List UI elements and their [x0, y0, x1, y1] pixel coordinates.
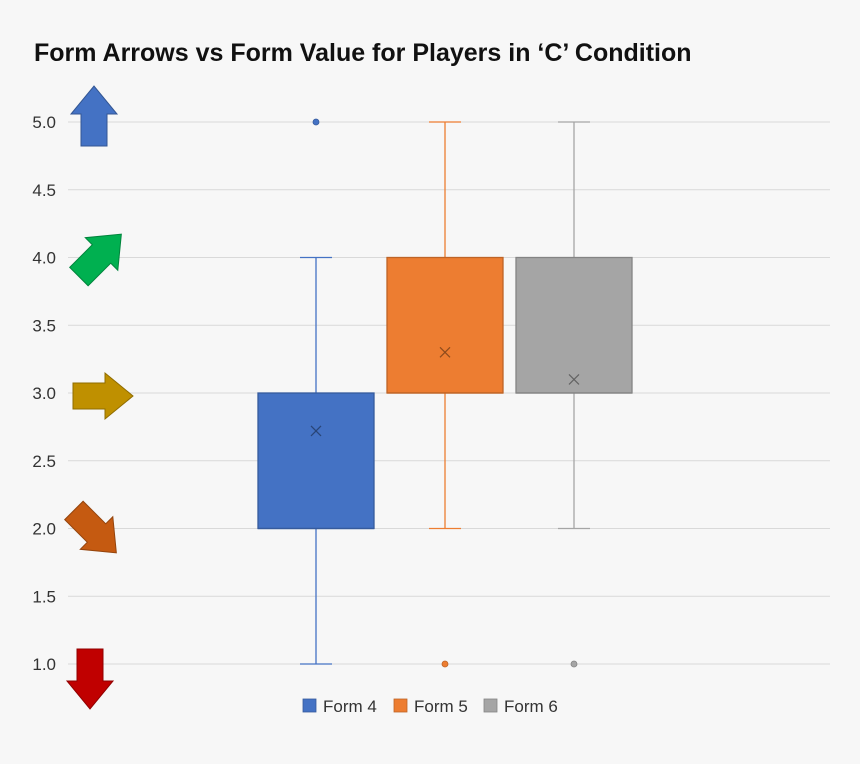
- legend-swatch: [302, 698, 317, 713]
- mean-marker: [568, 374, 580, 385]
- box-series-1: [257, 118, 375, 665]
- outlier-point: [441, 660, 449, 668]
- legend-label: Form 4: [323, 697, 377, 716]
- y-tick-label: 1.0: [32, 655, 56, 674]
- right-arrow-icon: [72, 371, 134, 421]
- box-iqr: [386, 256, 504, 394]
- legend-item-2: Form 5: [393, 697, 468, 716]
- y-axis-ticks: 1.0 1.5 2.0 2.5 3.0 3.5 4.0 4.5 5.0: [32, 113, 56, 674]
- legend-item-3: Form 6: [483, 697, 558, 716]
- mean-marker: [439, 346, 451, 358]
- y-tick-label: 5.0: [32, 113, 56, 132]
- legend-swatch: [393, 698, 408, 713]
- y-tick-label: 4.0: [32, 249, 56, 268]
- y-tick-label: 3.5: [32, 316, 56, 335]
- y-tick-label: 3.0: [32, 384, 56, 403]
- box-series-2: [386, 121, 504, 668]
- box-series-3: [515, 121, 633, 668]
- legend: Form 4 Form 5 Form 6: [302, 697, 558, 716]
- up-right-arrow-icon: [69, 233, 122, 287]
- up-arrow-icon: [69, 85, 119, 147]
- y-tick-label: 2.0: [32, 520, 56, 539]
- legend-item-1: Form 4: [302, 697, 377, 716]
- down-arrow-icon: [65, 648, 115, 710]
- box-series: [257, 118, 633, 668]
- mean-marker: [310, 425, 322, 437]
- y-tick-label: 2.5: [32, 452, 56, 471]
- legend-label: Form 6: [504, 697, 558, 716]
- y-tick-label: 1.5: [32, 587, 56, 606]
- legend-label: Form 5: [414, 697, 468, 716]
- chart-title: Form Arrows vs Form Value for Players in…: [34, 39, 692, 67]
- legend-swatch: [483, 698, 498, 713]
- outlier-point: [312, 118, 320, 126]
- outlier-point: [570, 660, 578, 668]
- form-arrow-icons: [64, 85, 134, 710]
- box-iqr: [257, 392, 375, 530]
- y-tick-label: 4.5: [32, 181, 56, 200]
- box-iqr: [515, 256, 633, 394]
- down-right-arrow-icon: [64, 500, 117, 554]
